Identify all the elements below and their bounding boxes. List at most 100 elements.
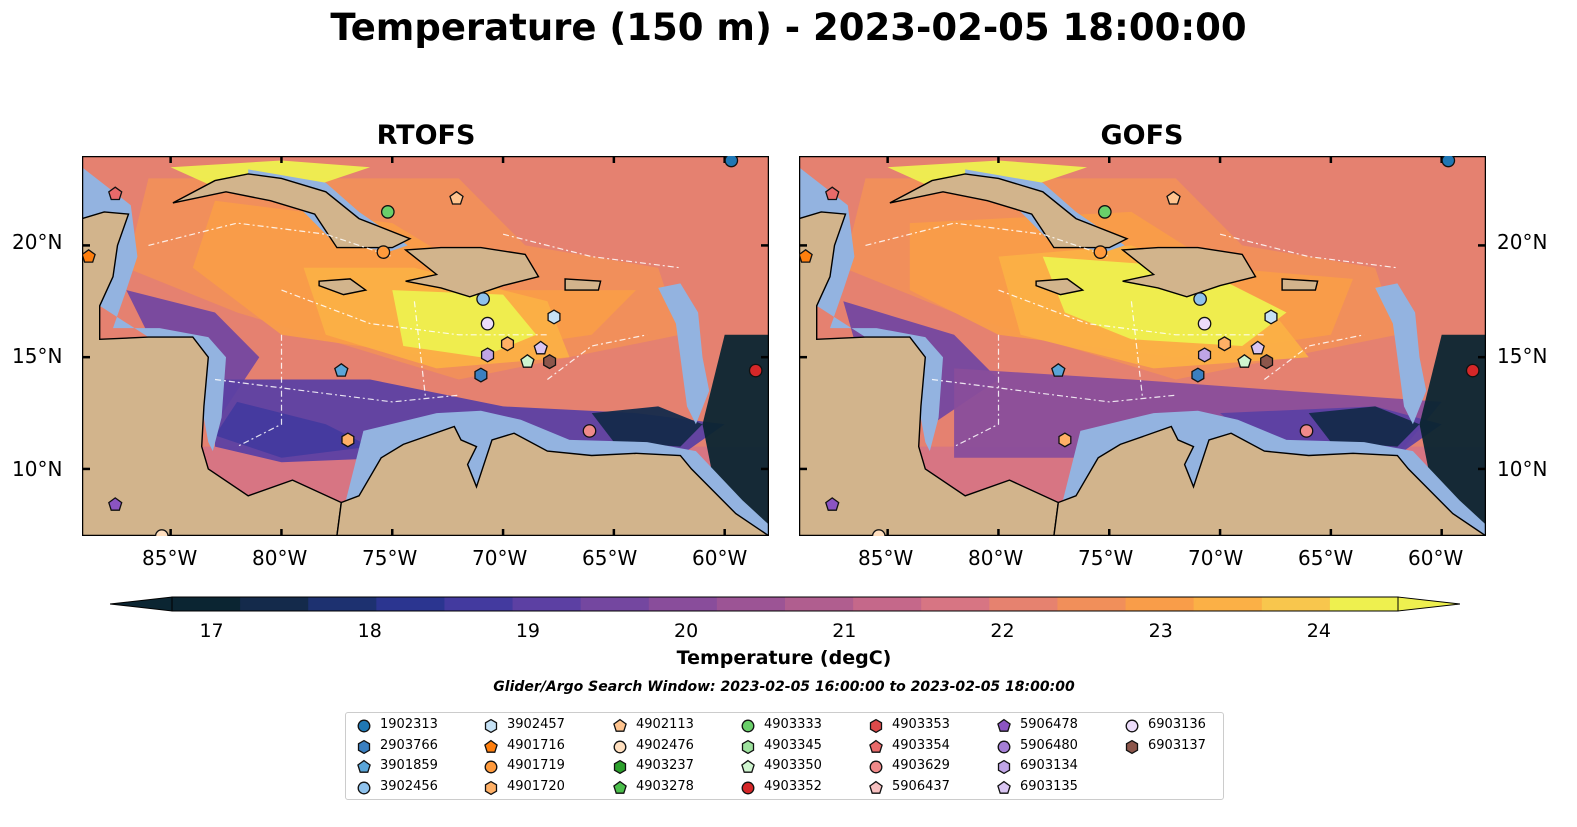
- legend-marker-6903136: [1125, 719, 1139, 733]
- colorbar-segment: [376, 597, 445, 611]
- platform-marker-4901720: [1058, 432, 1072, 448]
- legend-label: 4903350: [764, 758, 822, 773]
- map-frame: [799, 156, 1486, 536]
- legend-label: 6903136: [1148, 717, 1206, 732]
- land-hispaniola: [1120, 246, 1257, 298]
- colorbar-segment: [648, 597, 718, 611]
- platform-marker-3901859: [1051, 362, 1066, 377]
- platform-marker-1902313: [724, 156, 739, 168]
- colorbar-extend-high: [1397, 596, 1460, 612]
- legend-marker-4902113: [613, 718, 627, 732]
- lon-label: 85°W: [858, 546, 914, 570]
- eez-boundary: [865, 222, 1110, 258]
- legend-label: 4901719: [507, 758, 565, 773]
- lon-label: 85°W: [142, 546, 198, 570]
- lon-label: 60°W: [692, 546, 748, 570]
- colorbar-segment: [1057, 597, 1127, 611]
- legend-label: 6903134: [1020, 758, 1078, 773]
- eez-boundary: [1219, 233, 1398, 269]
- legend-marker-3902456: [357, 781, 371, 794]
- platform-marker-5906478: [108, 497, 123, 511]
- platform-marker-6903134: [1197, 347, 1212, 363]
- legend-marker-4903237: [613, 759, 627, 775]
- eez-boundary: [1130, 301, 1144, 398]
- land-puertoRico: [564, 278, 602, 291]
- legend-label: 3902457: [507, 717, 565, 732]
- legend-label: 4903278: [636, 778, 694, 794]
- legend-label: 4902476: [636, 737, 694, 753]
- legend-label: 6903137: [1148, 737, 1206, 753]
- shallow-shelf: [658, 283, 710, 425]
- lon-label: 60°W: [1408, 546, 1464, 570]
- colorbar-extend-low: [110, 596, 173, 612]
- legend-marker-5906480: [997, 740, 1011, 753]
- platform-marker-3902457: [547, 309, 561, 325]
- legend-label: 5906480: [1020, 737, 1078, 753]
- temperature-field: [1042, 256, 1287, 346]
- colorbar-tick-label: 17: [199, 620, 224, 642]
- eez-boundary: [281, 289, 548, 336]
- platform-marker-1902313: [1441, 156, 1456, 168]
- platform-marker-4903350: [520, 353, 535, 368]
- map-rtofs: [82, 156, 769, 536]
- colorbar-tick-label: 18: [357, 620, 382, 642]
- panel-title-rtofs: RTOFS: [376, 120, 476, 151]
- eez-boundary: [236, 334, 283, 448]
- legend-label: 4903629: [892, 758, 950, 773]
- lon-label: 65°W: [582, 546, 638, 570]
- legend-label: 4901716: [507, 737, 565, 753]
- legend-label: 3902456: [380, 778, 438, 794]
- platform-marker-4903354: [108, 186, 123, 201]
- colorbar-tick-label: 23: [1148, 620, 1173, 642]
- platform-marker-3902457: [1264, 309, 1278, 325]
- lat-label: 10°N: [1497, 457, 1548, 481]
- platform-marker-4903352: [748, 363, 763, 378]
- platform-marker-6903137: [1260, 354, 1274, 370]
- legend-marker-4903278: [613, 780, 627, 794]
- eez-boundary: [502, 233, 681, 269]
- colorbar-segment: [785, 597, 854, 611]
- legend-label: 4903354: [892, 737, 950, 753]
- eez-boundary: [547, 334, 648, 380]
- lon-label: 75°W: [1078, 546, 1134, 570]
- land-central: [82, 156, 343, 536]
- legend-marker-2903766: [357, 739, 371, 754]
- colorbar-label: Temperature (degC): [676, 647, 892, 669]
- colorbar-segment: [1125, 597, 1195, 611]
- platform-marker-3902456: [1193, 292, 1207, 306]
- legend-marker-4903345: [741, 739, 755, 754]
- legend-marker-4903629: [869, 760, 883, 774]
- eez-boundary: [413, 301, 427, 398]
- figure-title: Temperature (150 m) - 2023-02-05 18:00:0…: [330, 6, 1247, 49]
- platform-marker-4901720: [341, 432, 355, 448]
- eez-boundary: [998, 289, 1265, 336]
- colorbar-segment: [240, 597, 309, 611]
- colorbar-tick-label: 22: [990, 620, 1015, 642]
- platform-marker-6903135: [533, 340, 548, 355]
- legend-label: 4901720: [507, 778, 565, 794]
- lon-label: 75°W: [362, 546, 418, 570]
- temperature-field: [591, 406, 703, 447]
- colorbar-segment: [512, 597, 582, 611]
- platform-marker-6903137: [543, 354, 557, 370]
- legend-label: 1902313: [380, 717, 438, 732]
- colorbar-segment: [1193, 597, 1263, 611]
- colorbar-segment: [853, 597, 922, 611]
- land-southAm: [1053, 425, 1486, 536]
- platform-marker-3901859: [334, 362, 349, 377]
- lat-label: 10°N: [12, 457, 63, 481]
- platform-marker-4902476: [871, 529, 886, 536]
- eez-boundary: [953, 334, 1000, 448]
- legend-marker-4903350: [741, 759, 755, 773]
- platform-marker-4901719: [376, 245, 391, 259]
- eez-boundary: [148, 222, 393, 258]
- legend-label: 4903353: [892, 717, 950, 732]
- lon-label: 70°W: [1188, 546, 1244, 570]
- legend-label: 2903766: [380, 737, 438, 753]
- colorbar-segment: [172, 597, 241, 611]
- land-central: [799, 156, 1060, 536]
- platform-marker-2903766: [474, 367, 488, 383]
- colorbar-tick-label: 24: [1306, 620, 1331, 642]
- platform-marker-2903766: [1191, 367, 1205, 383]
- colorbar-segment: [444, 597, 514, 611]
